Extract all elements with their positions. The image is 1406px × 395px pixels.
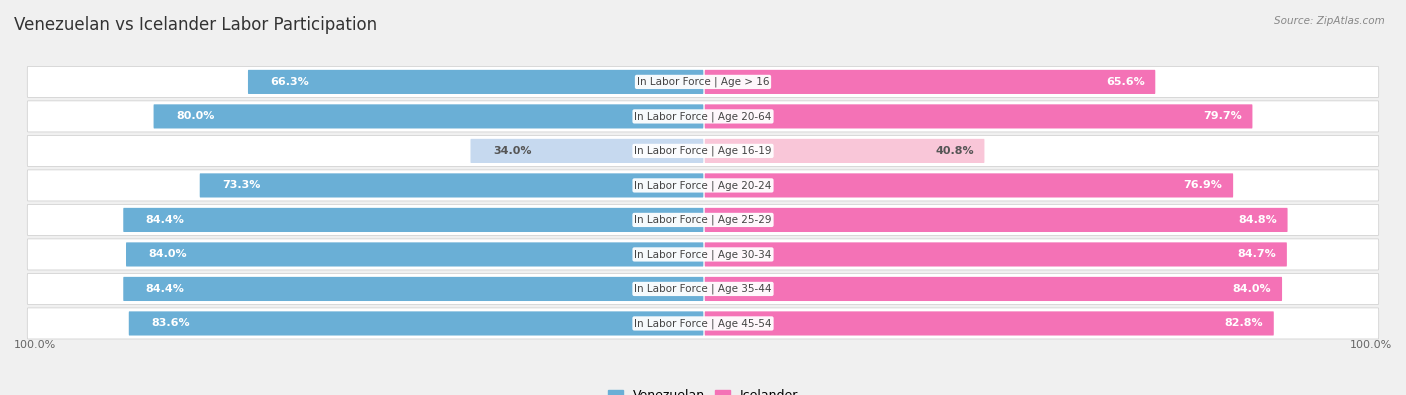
FancyBboxPatch shape xyxy=(471,139,703,163)
Text: In Labor Force | Age 35-44: In Labor Force | Age 35-44 xyxy=(634,284,772,294)
Legend: Venezuelan, Icelander: Venezuelan, Icelander xyxy=(603,384,803,395)
Text: 40.8%: 40.8% xyxy=(935,146,974,156)
FancyBboxPatch shape xyxy=(704,243,1286,267)
Text: 79.7%: 79.7% xyxy=(1204,111,1241,121)
Text: 65.6%: 65.6% xyxy=(1107,77,1144,87)
Text: 84.4%: 84.4% xyxy=(146,215,184,225)
Text: 84.8%: 84.8% xyxy=(1239,215,1277,225)
Text: In Labor Force | Age 30-34: In Labor Force | Age 30-34 xyxy=(634,249,772,260)
Text: 84.7%: 84.7% xyxy=(1237,249,1277,260)
FancyBboxPatch shape xyxy=(704,173,1233,198)
FancyBboxPatch shape xyxy=(27,308,1379,339)
FancyBboxPatch shape xyxy=(27,204,1379,235)
Text: 84.0%: 84.0% xyxy=(149,249,187,260)
Text: In Labor Force | Age 20-64: In Labor Force | Age 20-64 xyxy=(634,111,772,122)
FancyBboxPatch shape xyxy=(27,239,1379,270)
FancyBboxPatch shape xyxy=(704,70,1156,94)
Text: 76.9%: 76.9% xyxy=(1184,181,1222,190)
Text: 100.0%: 100.0% xyxy=(1350,340,1392,350)
FancyBboxPatch shape xyxy=(153,104,703,128)
Text: 84.0%: 84.0% xyxy=(1233,284,1271,294)
FancyBboxPatch shape xyxy=(127,243,703,267)
FancyBboxPatch shape xyxy=(27,66,1379,98)
FancyBboxPatch shape xyxy=(27,135,1379,166)
FancyBboxPatch shape xyxy=(704,104,1253,128)
Text: 80.0%: 80.0% xyxy=(176,111,214,121)
Text: In Labor Force | Age > 16: In Labor Force | Age > 16 xyxy=(637,77,769,87)
Text: In Labor Force | Age 16-19: In Labor Force | Age 16-19 xyxy=(634,146,772,156)
Text: 66.3%: 66.3% xyxy=(270,77,309,87)
FancyBboxPatch shape xyxy=(704,311,1274,335)
FancyBboxPatch shape xyxy=(27,101,1379,132)
Text: 82.8%: 82.8% xyxy=(1225,318,1263,329)
Text: In Labor Force | Age 20-24: In Labor Force | Age 20-24 xyxy=(634,180,772,191)
FancyBboxPatch shape xyxy=(27,170,1379,201)
Text: Source: ZipAtlas.com: Source: ZipAtlas.com xyxy=(1274,16,1385,26)
FancyBboxPatch shape xyxy=(124,208,703,232)
Text: 83.6%: 83.6% xyxy=(152,318,190,329)
FancyBboxPatch shape xyxy=(247,70,703,94)
Text: 34.0%: 34.0% xyxy=(494,146,531,156)
Text: 73.3%: 73.3% xyxy=(222,181,260,190)
Text: In Labor Force | Age 25-29: In Labor Force | Age 25-29 xyxy=(634,214,772,225)
FancyBboxPatch shape xyxy=(704,277,1282,301)
FancyBboxPatch shape xyxy=(200,173,703,198)
FancyBboxPatch shape xyxy=(124,277,703,301)
Text: 84.4%: 84.4% xyxy=(146,284,184,294)
FancyBboxPatch shape xyxy=(704,208,1288,232)
FancyBboxPatch shape xyxy=(704,139,984,163)
Text: Venezuelan vs Icelander Labor Participation: Venezuelan vs Icelander Labor Participat… xyxy=(14,16,377,34)
Text: 100.0%: 100.0% xyxy=(14,340,56,350)
FancyBboxPatch shape xyxy=(27,273,1379,305)
FancyBboxPatch shape xyxy=(129,311,703,335)
Text: In Labor Force | Age 45-54: In Labor Force | Age 45-54 xyxy=(634,318,772,329)
